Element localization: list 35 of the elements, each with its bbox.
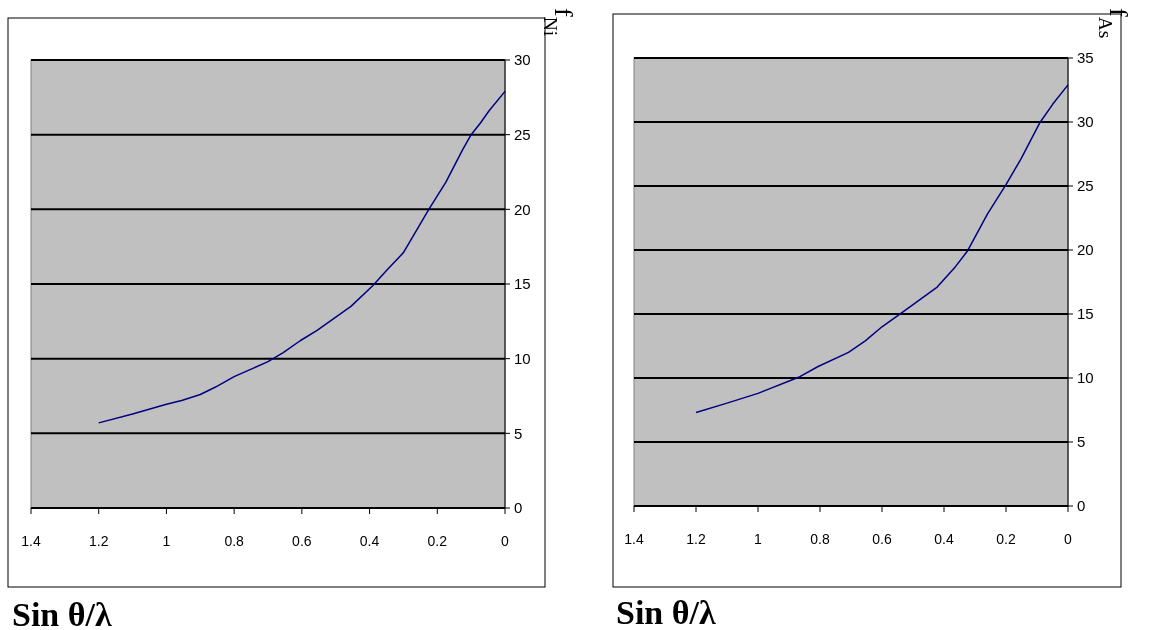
y-tick-label: 10 [514, 349, 531, 367]
y-tick-label: 5 [514, 424, 523, 442]
y-tick-label: 35 [1077, 49, 1094, 67]
y-tick-label: 0 [1077, 497, 1086, 515]
y-tick-label: 15 [1077, 305, 1094, 323]
x-axis-title: Sin θ/λ [616, 594, 716, 630]
y-tick-label: 20 [514, 200, 531, 218]
y-tick-label: 0 [514, 499, 523, 517]
line-series [97, 90, 506, 424]
y-tick-label: 10 [1077, 369, 1094, 387]
y-tick-label: 30 [514, 51, 531, 69]
x-tick-label: 0.2 [427, 533, 448, 549]
x-tick-label: 0.8 [810, 531, 830, 547]
y-tick-label: 5 [1077, 433, 1086, 451]
x-tick-label: 0.6 [292, 533, 312, 549]
x-tick-label: 0.4 [359, 533, 380, 549]
x-tick-label: 1.4 [21, 533, 41, 549]
x-tick-label: 0.4 [934, 531, 954, 547]
x-tick-label: 0 [1064, 531, 1073, 547]
y-tick-label: 25 [1077, 177, 1094, 195]
x-tick-label: 0 [501, 533, 510, 549]
x-tick-label: 0.2 [996, 531, 1016, 547]
x-axis-title: Sin θ/λ [12, 596, 112, 630]
x-tick-label: 1 [162, 533, 171, 549]
y-tick-label: 20 [1077, 241, 1094, 259]
line-series [695, 84, 1069, 414]
y-tick-label: 30 [1077, 113, 1094, 131]
y-tick-label: 15 [514, 275, 531, 293]
y-tick-label: 25 [514, 125, 531, 143]
x-tick-label: 1.2 [686, 531, 706, 547]
x-tick-label: 0.8 [224, 533, 245, 549]
x-tick-label: 1.2 [88, 533, 109, 549]
x-tick-label: 0.6 [872, 531, 892, 547]
x-tick-label: 1.4 [624, 531, 644, 547]
x-tick-label: 1 [754, 531, 763, 547]
